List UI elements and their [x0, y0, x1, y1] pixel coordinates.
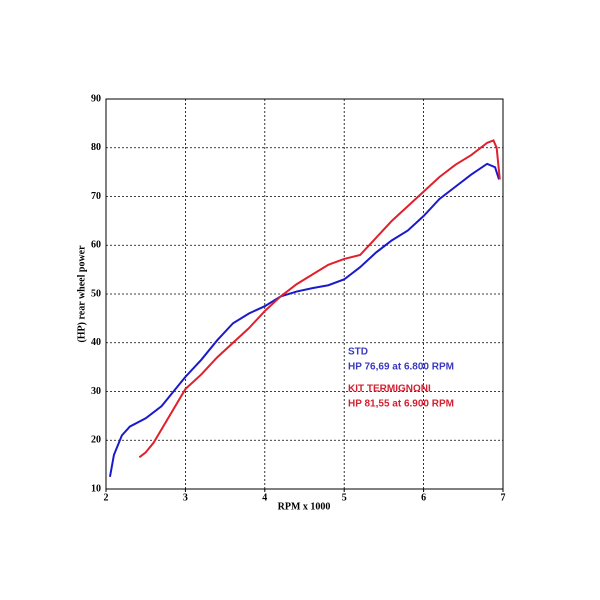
annotation: KIT TERMIGNONI — [348, 384, 431, 395]
line — [138, 139, 501, 459]
y-tick-label: 80 — [91, 142, 101, 153]
x-tick-label: 6 — [421, 492, 426, 503]
x-tick-label: 7 — [501, 492, 506, 503]
x-tick-label: 4 — [262, 492, 267, 503]
x-tick-label: 2 — [104, 492, 109, 503]
y-tick-label: 90 — [91, 93, 101, 104]
line — [108, 162, 500, 477]
y-axis-title: (HP) rear wheel power — [76, 245, 87, 343]
plot-border — [105, 98, 504, 490]
y-tick-label: 70 — [91, 191, 101, 202]
x-tick-label: 3 — [183, 492, 188, 503]
y-tick-label: 20 — [91, 435, 101, 446]
y-tick-label: 40 — [91, 337, 101, 348]
annotation: STD — [348, 347, 368, 358]
annotation: HP 81,55 at 6.900 RPM — [348, 399, 454, 410]
x-axis-title: RPM x 1000 — [278, 501, 331, 512]
x-tick-label: 5 — [342, 492, 347, 503]
y-tick-label: 30 — [91, 386, 101, 397]
y-tick-label: 60 — [91, 240, 101, 251]
y-tick-label: 50 — [91, 288, 101, 299]
y-tick-label: 10 — [91, 483, 101, 494]
annotation: HP 76,69 at 6.800 RPM — [348, 362, 454, 373]
